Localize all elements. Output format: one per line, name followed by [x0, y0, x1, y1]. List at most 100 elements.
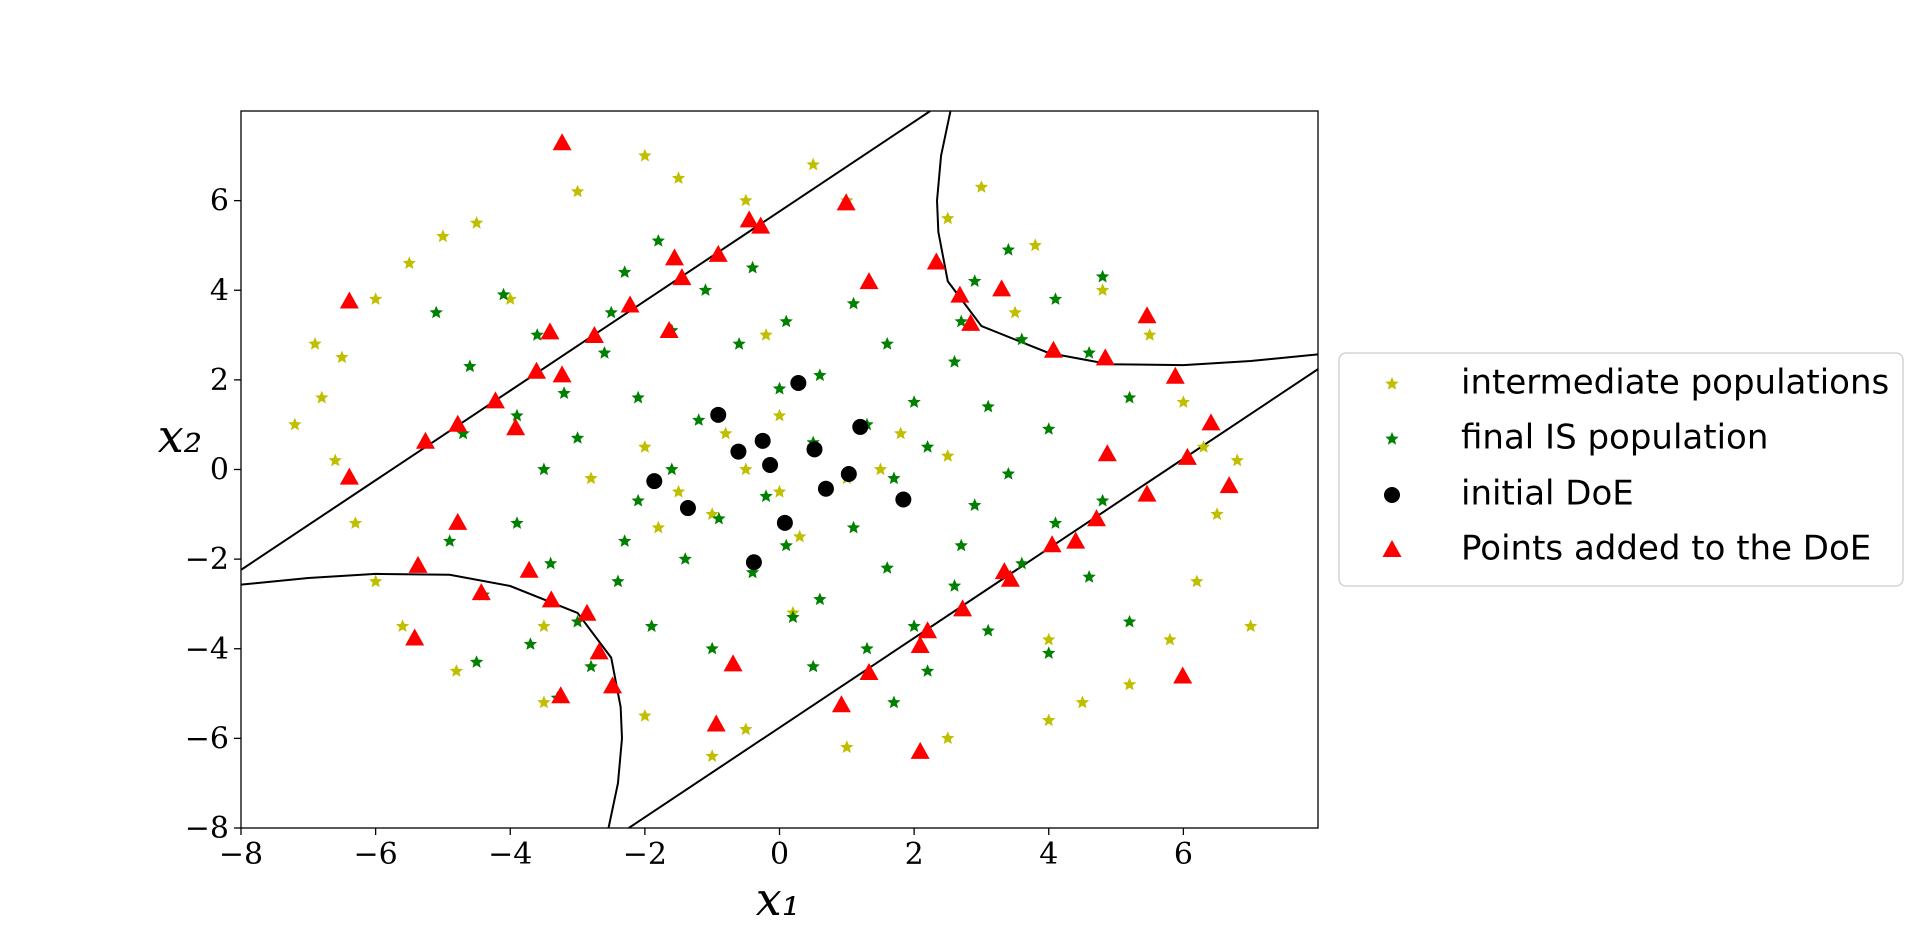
- point: [920, 440, 935, 453]
- y-tick-label: 0: [210, 453, 229, 488]
- point: [907, 619, 921, 632]
- point: [1176, 395, 1190, 408]
- point: [577, 603, 597, 621]
- curve: [241, 111, 931, 571]
- point: [723, 654, 743, 672]
- point: [953, 599, 973, 617]
- point: [719, 426, 733, 440]
- point: [813, 592, 827, 606]
- point: [772, 408, 787, 422]
- point: [1001, 467, 1015, 480]
- point: [496, 287, 511, 301]
- point: [405, 628, 425, 646]
- point: [537, 695, 551, 709]
- point: [1048, 516, 1063, 529]
- point: [651, 234, 665, 247]
- point: [739, 462, 753, 476]
- point: [1075, 695, 1090, 709]
- point: [671, 171, 686, 184]
- point: [557, 386, 571, 399]
- point: [335, 350, 349, 364]
- point: [369, 292, 383, 305]
- point: [880, 337, 894, 350]
- point: [1048, 292, 1063, 305]
- point: [846, 296, 861, 310]
- point: [793, 529, 807, 543]
- legend-label: intermediate populations: [1461, 363, 1889, 403]
- point: [762, 457, 779, 474]
- point: [859, 662, 879, 680]
- point: [448, 512, 468, 530]
- y-axis-label: x₂: [158, 409, 202, 463]
- point: [402, 256, 416, 269]
- point: [860, 641, 874, 655]
- x-tick-label: 4: [1039, 837, 1058, 872]
- legend-marker: [1385, 377, 1399, 390]
- point: [469, 655, 484, 668]
- point: [1137, 306, 1157, 324]
- point: [463, 359, 477, 373]
- legend-label: Points added to the DoE: [1461, 529, 1871, 569]
- x-tick-label: −4: [488, 837, 532, 872]
- point: [739, 193, 753, 207]
- point: [631, 493, 645, 507]
- point: [638, 709, 652, 722]
- point: [1122, 390, 1137, 404]
- curve: [628, 368, 1318, 828]
- point: [603, 676, 623, 694]
- point: [1196, 440, 1211, 453]
- point: [339, 467, 359, 485]
- point: [638, 440, 652, 453]
- x-tick-label: −6: [354, 837, 398, 872]
- point: [739, 210, 759, 228]
- point: [1097, 444, 1117, 462]
- point: [968, 498, 982, 511]
- point: [1015, 556, 1029, 570]
- point: [779, 314, 793, 328]
- point: [638, 148, 652, 162]
- point: [348, 516, 363, 529]
- point: [894, 426, 908, 440]
- point: [646, 473, 663, 490]
- point: [1095, 269, 1110, 283]
- point: [954, 538, 968, 552]
- point: [790, 375, 807, 392]
- point: [813, 368, 827, 382]
- point: [887, 695, 901, 709]
- point: [544, 556, 558, 570]
- point: [1095, 283, 1110, 296]
- point: [1137, 484, 1157, 502]
- point: [503, 292, 517, 305]
- y-tick-label: 2: [210, 363, 229, 398]
- point: [471, 583, 491, 601]
- point: [1219, 476, 1239, 494]
- point: [751, 216, 771, 234]
- point: [1042, 646, 1056, 659]
- point: [618, 534, 632, 547]
- point: [672, 268, 692, 286]
- point: [852, 418, 869, 435]
- point: [530, 328, 544, 341]
- point: [880, 561, 894, 574]
- point: [436, 229, 450, 243]
- point: [730, 443, 747, 460]
- point: [570, 614, 585, 628]
- point: [659, 321, 679, 339]
- y-tick-label: 4: [210, 273, 229, 308]
- point: [974, 180, 989, 193]
- point: [1043, 340, 1063, 358]
- legend: [1338, 352, 1904, 587]
- point: [910, 741, 930, 759]
- point: [1042, 713, 1056, 727]
- point: [1165, 366, 1185, 384]
- point: [981, 623, 995, 637]
- point: [551, 686, 571, 704]
- point: [954, 314, 968, 328]
- point: [448, 414, 468, 432]
- point: [941, 731, 955, 744]
- x-axis-label: x₁: [756, 872, 800, 926]
- point: [754, 432, 771, 449]
- point: [1082, 570, 1096, 583]
- point: [941, 211, 955, 225]
